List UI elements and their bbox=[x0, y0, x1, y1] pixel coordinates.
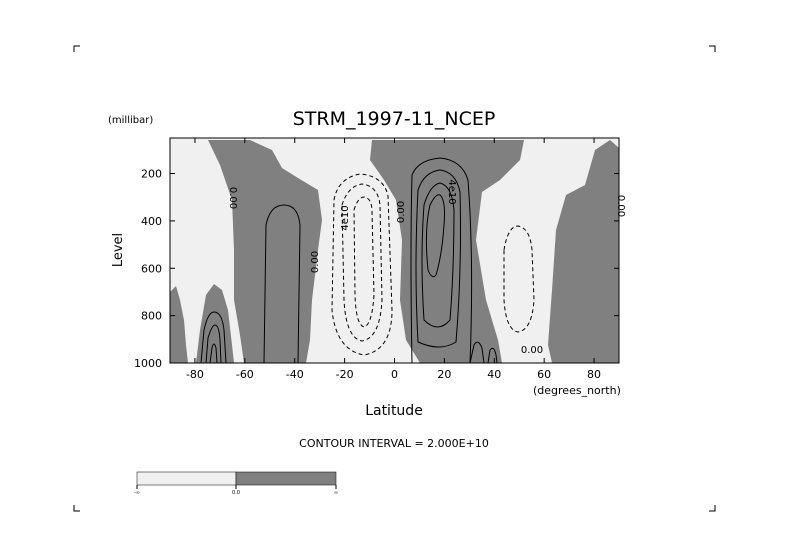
y-tick-label: 200 bbox=[141, 168, 162, 181]
x-tick-label: -60 bbox=[236, 368, 254, 381]
axis-ticks: -80 -60 -40 -20 0 20 40 60 80 200 400 600 800 1000 bbox=[134, 138, 619, 381]
region-northern-polar bbox=[548, 140, 619, 363]
contour-sh-polar-2e10 bbox=[200, 311, 227, 364]
plot-area: 0.00 0.00 4e10 0.00 4e10 0.00 0.00 -80 -6… bbox=[134, 137, 626, 381]
x-unit-label: (degrees_north) bbox=[533, 384, 621, 397]
x-tick-label: 40 bbox=[487, 368, 501, 381]
colorbar-negative-swatch bbox=[136, 471, 237, 486]
contour-nh-ferrel-2e10 bbox=[503, 225, 535, 333]
contour-nh-small-2 bbox=[487, 347, 498, 364]
region-southern-polar bbox=[170, 286, 188, 363]
y-unit-label: (millibar) bbox=[108, 115, 153, 126]
contour-label: 4e10 bbox=[446, 179, 457, 204]
contour-label: 0.00 bbox=[615, 195, 626, 217]
y-axis-label: Level bbox=[111, 233, 126, 267]
contour-label: 0.00 bbox=[310, 251, 321, 273]
contour-nh-hadley-2e10 bbox=[410, 157, 473, 364]
colorbar-label: 0.0 bbox=[232, 490, 240, 496]
x-tick-label: 60 bbox=[537, 368, 551, 381]
region-southern-ferrel bbox=[208, 140, 322, 363]
region-northern-hadley bbox=[370, 140, 524, 363]
y-tick-label: 1000 bbox=[134, 357, 162, 370]
contour-nh-hadley-8e10 bbox=[425, 194, 445, 278]
colorbar-label: ∞ bbox=[334, 490, 338, 496]
positive-contours bbox=[200, 157, 498, 364]
contour-sh-polar-6e10 bbox=[209, 343, 218, 364]
chart-title: STRM_1997-11_NCEP bbox=[293, 108, 496, 130]
contour-nh-hadley-4e10 bbox=[415, 169, 461, 348]
crop-marks bbox=[73, 45, 716, 512]
positive-regions bbox=[170, 140, 619, 363]
contour-nh-hadley-6e10 bbox=[421, 182, 455, 328]
y-tick-label: 600 bbox=[141, 262, 162, 275]
colorbar-label: -∞ bbox=[134, 490, 140, 496]
contour-label: 0.00 bbox=[227, 187, 238, 209]
contour-sh-ferrel-2e10 bbox=[263, 204, 301, 364]
contour-label: 0.00 bbox=[521, 345, 543, 356]
y-tick-label: 800 bbox=[141, 310, 162, 323]
contour-label: 4e10 bbox=[340, 205, 351, 230]
x-tick-label: 80 bbox=[587, 368, 601, 381]
contour-label: 0.00 bbox=[396, 201, 407, 223]
colorbar-positive-swatch bbox=[235, 471, 337, 486]
negative-contours bbox=[331, 173, 535, 356]
colorbar: -∞ 0.0 ∞ bbox=[134, 471, 338, 496]
contour-sh-hadley-2e10 bbox=[331, 173, 393, 356]
x-tick-label: -80 bbox=[186, 368, 204, 381]
x-tick-label: -20 bbox=[336, 368, 354, 381]
contour-sh-hadley-6e10 bbox=[353, 196, 375, 328]
x-axis-label: Latitude bbox=[365, 403, 423, 419]
contour-sh-hadley-4e10 bbox=[341, 183, 383, 342]
contour-sh-polar-4e10 bbox=[205, 324, 222, 364]
x-tick-label: -40 bbox=[286, 368, 304, 381]
contour-nh-small-1 bbox=[469, 341, 485, 364]
y-tick-label: 400 bbox=[141, 215, 162, 228]
x-tick-label: 20 bbox=[437, 368, 451, 381]
contour-interval: CONTOUR INTERVAL = 2.000E+10 bbox=[299, 437, 489, 450]
x-tick-label: 0 bbox=[391, 368, 398, 381]
